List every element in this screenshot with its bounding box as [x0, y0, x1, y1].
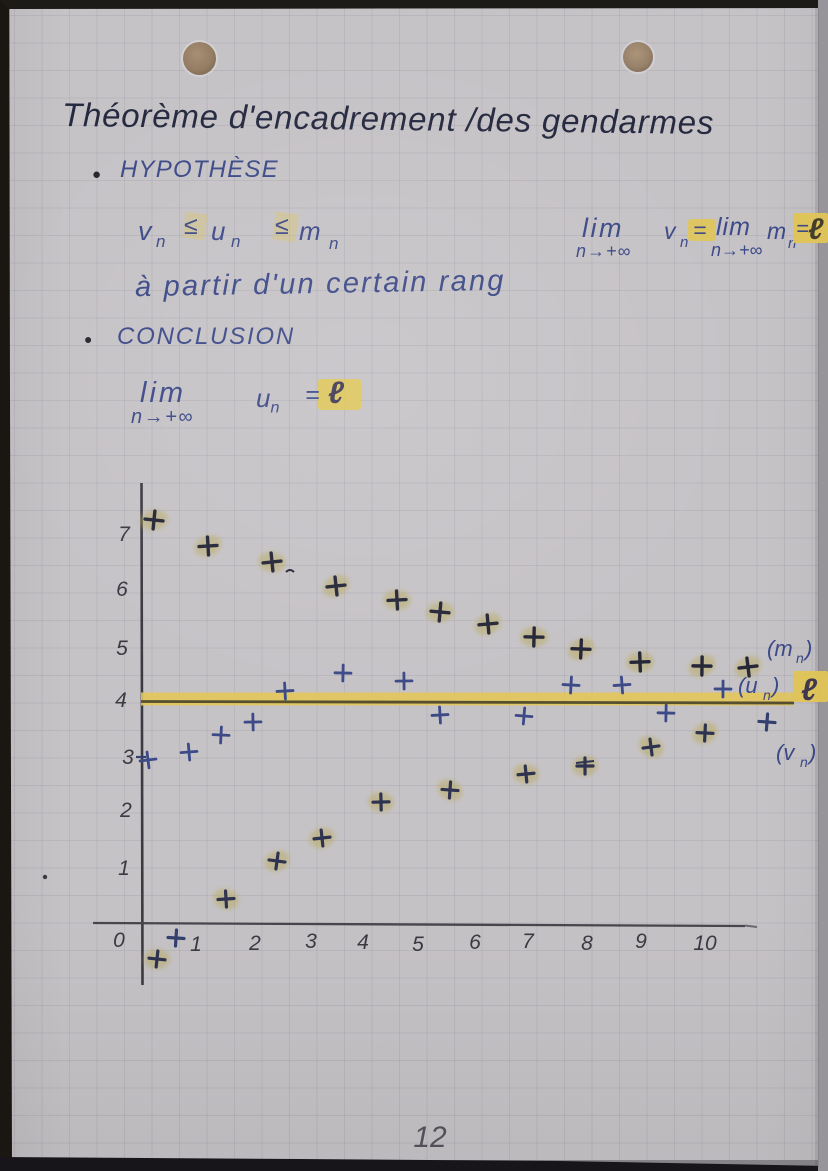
svg-text:0: 0: [113, 929, 125, 952]
svg-text:=: =: [796, 216, 809, 241]
svg-text:12: 12: [413, 1121, 447, 1154]
svg-text:1: 1: [118, 857, 130, 880]
svg-text:7: 7: [118, 523, 131, 546]
svg-text:7: 7: [522, 930, 535, 953]
svg-text:3: 3: [122, 746, 134, 769]
svg-text:2: 2: [248, 932, 261, 955]
svg-text:n: n: [763, 687, 771, 703]
svg-text:6: 6: [469, 931, 481, 954]
svg-text:): ): [806, 740, 816, 765]
svg-text:10: 10: [693, 932, 717, 955]
svg-text:ℓ: ℓ: [808, 213, 824, 246]
svg-text:5: 5: [116, 637, 128, 660]
svg-text:n: n: [796, 650, 804, 666]
svg-text:4: 4: [115, 689, 127, 712]
svg-text:4: 4: [357, 931, 369, 954]
svg-text:6: 6: [116, 578, 128, 601]
svg-text:9: 9: [635, 930, 647, 953]
svg-text:3: 3: [305, 930, 317, 953]
svg-text:): ): [802, 636, 812, 661]
svg-text:(m: (m: [767, 636, 793, 661]
svg-text:2: 2: [119, 799, 132, 822]
svg-text:ℓ: ℓ: [801, 672, 818, 707]
svg-text:n: n: [800, 754, 808, 770]
svg-text:1: 1: [190, 933, 202, 956]
svg-text:8: 8: [581, 932, 593, 955]
svg-text:(u: (u: [738, 673, 758, 698]
svg-text:5: 5: [412, 933, 424, 956]
svg-text:): ): [769, 673, 779, 698]
svg-text:(v: (v: [776, 740, 796, 765]
